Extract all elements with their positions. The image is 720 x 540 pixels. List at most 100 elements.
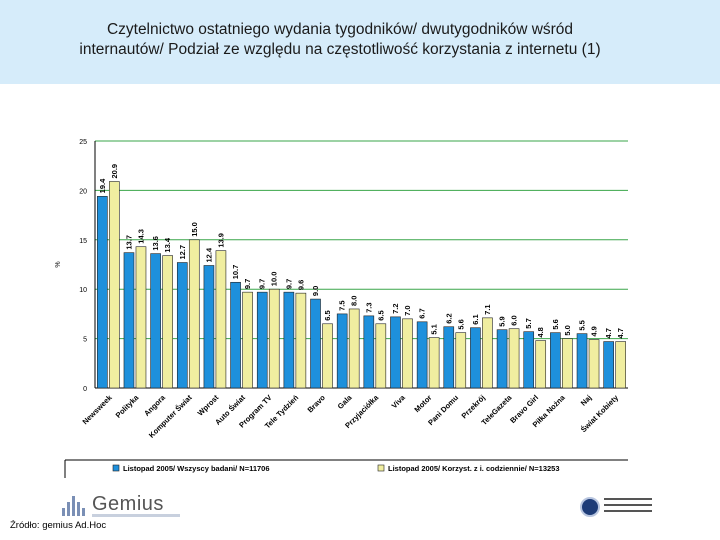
bar-all-respondents xyxy=(176,262,188,389)
title-line-2: internautów/ Podział ze względu na częst… xyxy=(79,41,601,58)
bar-value-label: 6.7 xyxy=(418,308,427,318)
bar-value-label: 5.7 xyxy=(524,318,533,328)
bar-value-label: 5.9 xyxy=(498,316,507,326)
bar-value-label: 7.3 xyxy=(364,302,373,312)
iab-logo-text-lines xyxy=(604,498,652,516)
y-tick-label: 5 xyxy=(83,337,87,344)
bar-value-label: 6.5 xyxy=(323,310,332,320)
iab-logo xyxy=(580,495,660,521)
bar-daily-users xyxy=(562,338,573,389)
legend-entry: Listopad 2005/ Wszyscy badani/ N=11706 xyxy=(123,464,270,473)
y-tick-label: 20 xyxy=(79,188,87,195)
bar-value-label: 5.1 xyxy=(430,324,439,334)
bar-daily-users xyxy=(508,328,520,389)
bar-value-label: 9.0 xyxy=(311,286,320,296)
bar-value-label: 14.3 xyxy=(136,229,145,244)
bar-daily-users xyxy=(455,332,467,389)
legend-swatch xyxy=(112,464,120,472)
bar-all-respondents xyxy=(203,265,215,389)
source-note: Źródło: gemius Ad.Hoc xyxy=(10,520,107,531)
gemius-logo: Gemius xyxy=(62,492,180,518)
x-tick-label: Gala xyxy=(336,392,354,410)
bar-daily-users xyxy=(109,181,120,389)
bar-daily-users xyxy=(295,292,307,389)
bar-daily-users xyxy=(135,246,147,389)
bar-value-label: 5.6 xyxy=(551,319,560,329)
bar-daily-users xyxy=(375,323,387,389)
bar-daily-users xyxy=(482,317,493,389)
gemius-logo-tagline xyxy=(92,514,180,517)
x-tick-label: Motor xyxy=(412,393,433,414)
bar-value-label: 9.7 xyxy=(243,279,252,289)
bar-daily-users xyxy=(322,323,333,389)
x-tick-label: Viva xyxy=(390,392,408,410)
bar-value-label: 5.6 xyxy=(456,319,465,329)
y-tick-label: 15 xyxy=(79,238,87,245)
bar-value-label: 5.0 xyxy=(563,325,572,335)
bar-daily-users xyxy=(242,291,253,389)
gemius-logo-bars-icon xyxy=(62,496,87,516)
bar-all-respondents xyxy=(256,291,268,389)
legend-entry: Listopad 2005/ Korzyst. z i. codziennie/… xyxy=(388,464,560,473)
bar-value-label: 7.1 xyxy=(483,304,492,314)
bar-value-label: 7.0 xyxy=(403,305,412,315)
bar-value-label: 6.0 xyxy=(510,315,519,325)
y-tick-label: 25 xyxy=(79,139,87,146)
y-axis-label: % xyxy=(55,261,62,267)
bar-all-respondents xyxy=(496,329,508,389)
bar-value-label: 4.7 xyxy=(616,328,625,338)
bar-daily-users xyxy=(428,337,440,389)
bar-value-label: 4.7 xyxy=(604,328,613,338)
title-line-1: Czytelnictwo ostatniego wydania tygodnik… xyxy=(106,21,574,38)
bar-all-respondents xyxy=(150,253,161,389)
header-band: Czytelnictwo ostatniego wydania tygodnik… xyxy=(0,0,720,84)
bar-all-respondents xyxy=(310,298,321,389)
x-tick-label: Polityka xyxy=(114,392,141,419)
bar-daily-users xyxy=(402,318,413,389)
bar-all-respondents xyxy=(123,252,135,389)
bar-value-label: 12.4 xyxy=(204,247,213,262)
bar-value-label: 10.0 xyxy=(270,272,279,287)
bar-all-respondents xyxy=(523,331,535,389)
bar-value-label: 6.1 xyxy=(471,314,480,324)
bar-daily-users xyxy=(615,341,626,389)
bar-daily-users xyxy=(535,340,547,389)
bar-daily-users xyxy=(188,239,200,389)
bar-value-label: 9.7 xyxy=(258,279,267,289)
bar-daily-users xyxy=(162,255,173,389)
bar-daily-users xyxy=(348,308,360,389)
bar-value-label: 13.6 xyxy=(151,236,160,251)
bar-value-label: 19.4 xyxy=(98,178,107,193)
x-tick-label: Wprost xyxy=(196,393,221,418)
bar-value-label: 7.5 xyxy=(338,300,347,310)
legend-swatch xyxy=(377,464,385,472)
bar-all-respondents xyxy=(230,281,241,389)
bar-value-label: 20.9 xyxy=(110,164,119,179)
bar-value-label: 10.7 xyxy=(231,265,240,280)
bar-daily-users xyxy=(588,339,600,389)
bar-value-label: 4.9 xyxy=(590,326,599,336)
bar-value-label: 9.6 xyxy=(296,280,305,290)
bar-all-respondents xyxy=(443,326,455,389)
bar-all-respondents xyxy=(576,333,588,389)
bar-all-respondents xyxy=(283,291,295,389)
bar-all-respondents xyxy=(390,316,401,389)
bar-chart: 0 5 10 15 20 25% 19.420.9 Newsweek 13.7 14.3 Polit… xyxy=(55,139,628,478)
bar-daily-users xyxy=(215,250,227,389)
x-tick-label: Newsweek xyxy=(81,392,115,426)
page-title: Czytelnictwo ostatniego wydania tygodnik… xyxy=(30,20,650,60)
bar-all-respondents xyxy=(470,327,481,389)
bar-all-respondents xyxy=(336,313,348,389)
bar-value-label: 15.0 xyxy=(190,222,199,237)
bar-all-respondents xyxy=(550,332,561,389)
bar-value-label: 13.4 xyxy=(163,237,172,252)
x-tick-label: Naj xyxy=(579,393,594,408)
y-tick-label: 0 xyxy=(83,386,87,393)
bar-value-label: 4.8 xyxy=(536,327,545,337)
bar-all-respondents xyxy=(603,341,614,389)
bar-daily-users xyxy=(268,288,280,389)
bar-value-label: 6.5 xyxy=(376,310,385,320)
x-tick-label: Angora xyxy=(142,392,168,418)
bar-all-respondents xyxy=(416,321,428,389)
x-tick-label: Bravo xyxy=(306,393,328,415)
